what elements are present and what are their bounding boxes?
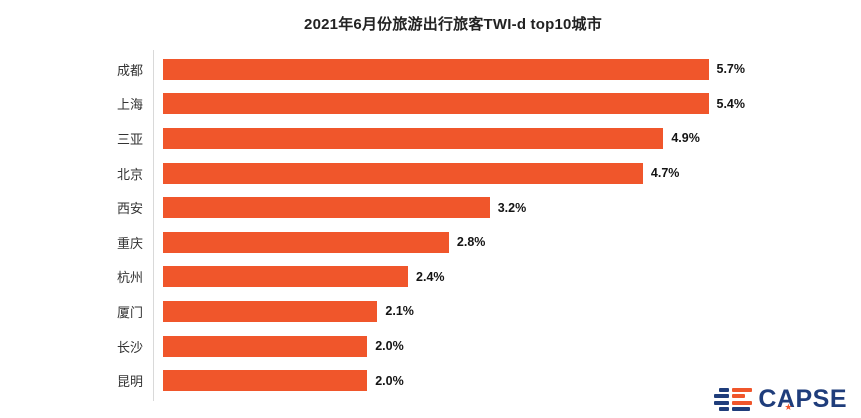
value-label: 5.7% [716,62,746,77]
bar-chart: 成都 5.7% 上海 5.4% 三亚 4.9% 北京 4.7% 西安 3.2% 重庆 2.8% 杭州 2.… [0,52,861,398]
bar-track: 2.0% [163,370,745,392]
bar-track: 5.7% [163,58,746,80]
bar-track: 4.7% [163,162,745,184]
category-label: 北京 [116,166,143,182]
value-label: 2.4% [416,269,445,284]
bar-row: 重庆 2.8% [0,225,861,260]
bar-row: 昆明 2.0% [0,363,861,398]
category-label: 西安 [116,201,143,217]
logo-bars-left-icon [714,387,730,412]
y-axis-line [153,50,154,401]
bar-track: 2.0% [163,335,745,357]
bar-track: 2.4% [163,266,745,288]
bar-track: 2.8% [163,231,745,253]
value-label: 4.9% [671,131,700,146]
bar-row: 成都 5.7% [0,52,861,87]
bar [163,231,449,253]
bar [163,127,664,149]
bar [163,162,643,184]
bar [163,58,709,80]
value-label: 2.0% [375,373,404,388]
bar-track: 4.9% [163,127,745,149]
bar-row: 西安 3.2% [0,190,861,225]
bar-row: 杭州 2.4% [0,260,861,295]
bar [163,370,368,392]
bar-track: 3.2% [163,197,745,219]
category-label: 上海 [116,97,143,113]
bar [163,335,368,357]
logo-bars-right-icon [732,387,753,412]
bar-row: 长沙 2.0% [0,329,861,364]
category-label: 杭州 [116,270,143,286]
logo-star-icon: ★ [784,402,793,412]
bar [163,197,490,219]
category-label: 昆明 [116,374,143,390]
bar-row: 北京 4.7% [0,156,861,191]
bar-row: 上海 5.4% [0,87,861,122]
value-label: 2.1% [385,304,414,319]
category-label: 重庆 [116,235,143,251]
bar-track: 2.1% [163,300,745,322]
capse-logo-text: CAPSE ★ [758,387,847,412]
logo-wordmark: CAPSE [758,385,847,413]
chart-title: 2021年6月份旅游出行旅客TWI-d top10城市 [304,16,602,33]
value-label: 5.4% [716,96,746,111]
category-label: 厦门 [116,304,143,320]
value-label: 2.8% [456,235,486,250]
category-label: 长沙 [116,339,143,355]
capse-logo-icon [714,387,753,412]
bar-track: 5.4% [163,93,746,115]
bar [163,300,378,322]
category-label: 成都 [116,62,143,78]
value-label: 2.0% [375,339,404,354]
bar [163,266,409,288]
capse-logo: CAPSE ★ [714,387,847,412]
value-label: 4.7% [650,166,680,181]
category-label: 三亚 [116,131,143,147]
bar-row: 三亚 4.9% [0,121,861,156]
value-label: 3.2% [497,200,527,215]
bar [163,93,709,115]
bar-row: 厦门 2.1% [0,294,861,329]
